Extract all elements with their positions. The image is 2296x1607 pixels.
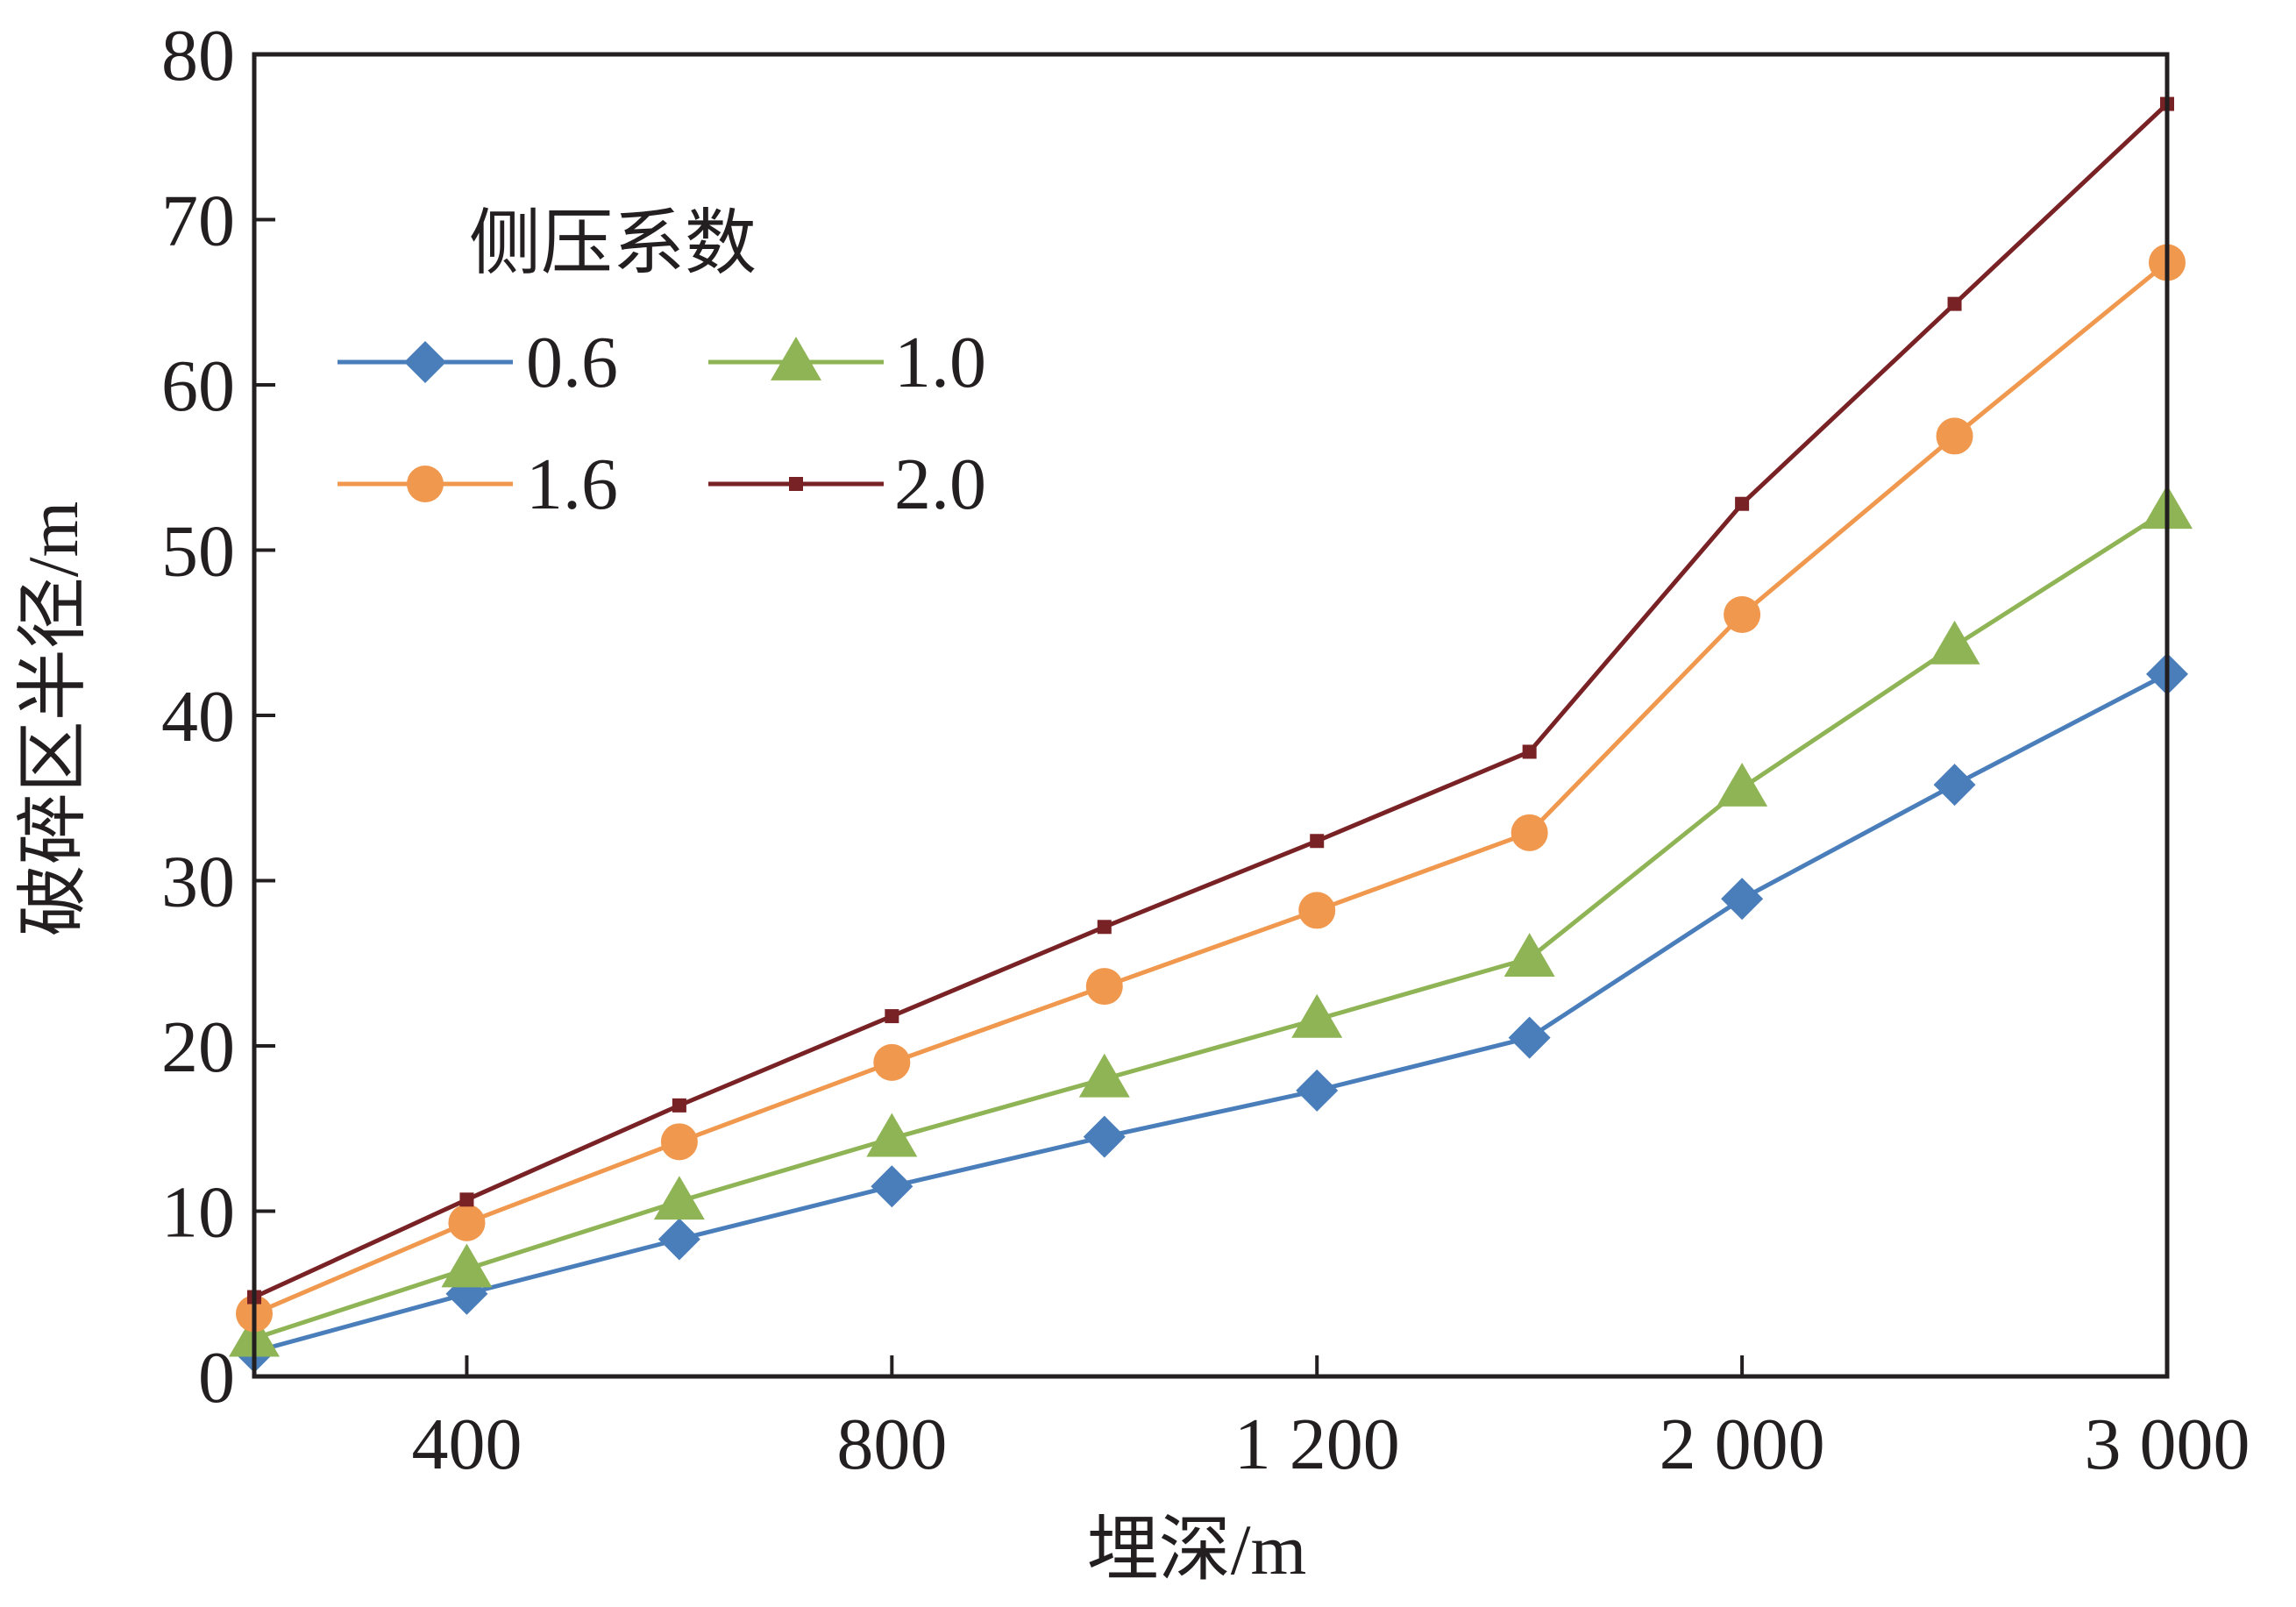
y-tick-label: 10 bbox=[161, 1172, 235, 1254]
x-axis: 400 800 1 200 2 000 3 000 bbox=[411, 1355, 2250, 1485]
x-tick-label: 1 200 bbox=[1234, 1404, 1400, 1485]
legend-label: 1.6 bbox=[526, 444, 618, 525]
data-point bbox=[1721, 878, 1764, 921]
data-point bbox=[1291, 993, 1343, 1038]
y-tick-label: 30 bbox=[161, 842, 235, 923]
legend-item: 1.6 bbox=[338, 444, 618, 525]
data-point bbox=[1310, 834, 1325, 849]
x-tick-label: 400 bbox=[411, 1404, 522, 1485]
x-tick-label: 2 000 bbox=[1660, 1404, 1825, 1485]
series-line bbox=[253, 508, 2169, 1341]
data-point bbox=[658, 1218, 700, 1261]
y-axis: 0 10 20 30 40 50 60 70 80 bbox=[161, 15, 275, 1419]
data-point bbox=[1522, 744, 1537, 759]
series-line bbox=[253, 260, 2169, 1316]
series-0-6 bbox=[233, 652, 2188, 1373]
legend-item: 0.6 bbox=[338, 322, 618, 403]
y-tick-label: 80 bbox=[161, 15, 235, 96]
data-point bbox=[1724, 596, 1761, 634]
data-point bbox=[885, 1009, 899, 1024]
data-point bbox=[459, 1192, 474, 1207]
data-point bbox=[672, 1098, 686, 1113]
data-point bbox=[1083, 1115, 1126, 1158]
y-tick-label: 60 bbox=[161, 345, 235, 427]
data-point bbox=[1085, 968, 1123, 1006]
series-1-6 bbox=[236, 244, 2186, 1333]
legend-label: 0.6 bbox=[526, 322, 618, 403]
data-point bbox=[1947, 296, 1962, 311]
legend-label: 1.0 bbox=[894, 322, 986, 403]
y-tick-label: 70 bbox=[161, 181, 235, 262]
y-axis-title: 破碎区半径/m bbox=[13, 501, 93, 937]
data-point bbox=[1933, 764, 1976, 807]
legend-item: 2.0 bbox=[708, 444, 986, 525]
x-tick-label: 800 bbox=[836, 1404, 947, 1485]
legend-marker bbox=[404, 341, 446, 383]
series-2-0 bbox=[247, 96, 2174, 1305]
data-point bbox=[1097, 920, 1112, 935]
data-point bbox=[871, 1165, 913, 1208]
data-point bbox=[1503, 933, 1555, 977]
legend-marker bbox=[771, 337, 821, 380]
data-point bbox=[1511, 814, 1548, 851]
legend-items: 0.6 1.0 1.6 2.0 bbox=[338, 322, 986, 525]
legend-marker bbox=[789, 477, 803, 491]
data-point bbox=[1296, 1069, 1339, 1112]
series-line bbox=[252, 102, 2169, 1299]
legend-item: 1.0 bbox=[708, 322, 986, 403]
data-point bbox=[653, 1176, 705, 1220]
y-tick-label: 40 bbox=[161, 676, 235, 757]
data-point bbox=[660, 1123, 698, 1161]
data-point bbox=[1929, 620, 1980, 665]
series-group bbox=[229, 96, 2193, 1373]
x-axis-title: 埋深/m bbox=[1087, 1510, 1307, 1589]
x-tick-label: 3 000 bbox=[2085, 1404, 2250, 1485]
data-point bbox=[1508, 1016, 1551, 1059]
legend-marker bbox=[407, 466, 444, 502]
data-point bbox=[441, 1243, 493, 1288]
data-point bbox=[866, 1113, 918, 1157]
data-point bbox=[1717, 762, 1768, 807]
y-tick-label: 50 bbox=[161, 511, 235, 593]
data-point bbox=[1936, 417, 1973, 455]
series-1-0 bbox=[229, 485, 2193, 1357]
legend-title: 侧压系数 bbox=[469, 203, 757, 283]
data-point bbox=[1298, 892, 1336, 929]
data-point bbox=[448, 1204, 486, 1241]
series-line bbox=[253, 672, 2169, 1355]
y-tick-label: 0 bbox=[198, 1337, 235, 1419]
data-point bbox=[873, 1043, 911, 1081]
data-point bbox=[1078, 1053, 1130, 1098]
y-tick-label: 20 bbox=[161, 1006, 235, 1088]
data-point bbox=[1735, 496, 1750, 511]
legend-label: 2.0 bbox=[894, 444, 986, 525]
legend: 侧压系数 0.6 1.0 1.6 2.0 bbox=[338, 203, 986, 525]
